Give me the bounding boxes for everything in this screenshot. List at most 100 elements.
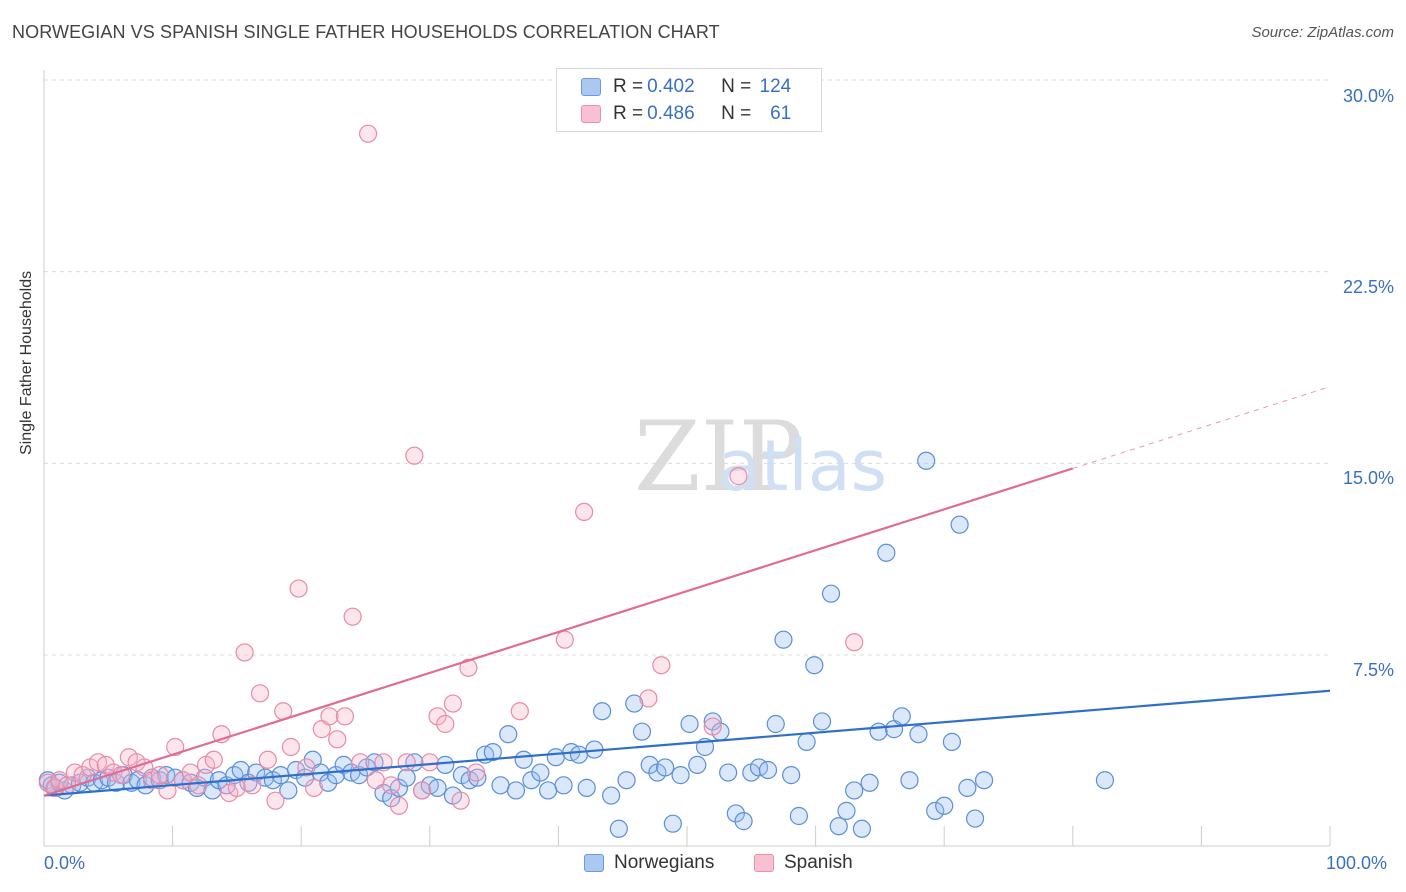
spanish-point bbox=[466, 763, 486, 782]
spanish-point bbox=[459, 658, 478, 677]
spanish-point bbox=[382, 776, 401, 795]
spanish-point bbox=[845, 633, 864, 652]
spanish-swatch bbox=[581, 105, 601, 123]
norwegians-point bbox=[805, 656, 824, 675]
r-value: 0.486 bbox=[647, 103, 695, 124]
axes bbox=[43, 70, 1331, 847]
spanish-point bbox=[652, 656, 671, 675]
spanish-point bbox=[112, 766, 131, 785]
norwegians-point bbox=[680, 714, 699, 734]
spanish-point bbox=[389, 796, 409, 815]
spanish-point bbox=[397, 753, 416, 772]
norwegians-point bbox=[514, 750, 533, 769]
norwegians-point bbox=[877, 543, 896, 562]
x-tick-label: 0.0% bbox=[44, 853, 86, 873]
norwegians-point bbox=[397, 768, 416, 787]
spanish-point bbox=[555, 630, 574, 649]
n-value: 61 bbox=[770, 103, 792, 124]
spanish-point bbox=[150, 766, 169, 785]
legend-item-norwegians[interactable]: Norwegians bbox=[584, 852, 714, 874]
norwegians-point bbox=[593, 702, 612, 721]
legend-row-norwegians: R = 0.402 N = 124 bbox=[581, 74, 791, 100]
norwegians-point bbox=[671, 766, 690, 785]
norwegians-point bbox=[869, 722, 888, 741]
spanish-point bbox=[166, 737, 185, 757]
spanish-trend-line bbox=[43, 467, 1074, 797]
spanish-point bbox=[335, 707, 355, 726]
norwegians-point bbox=[821, 584, 841, 603]
norwegians-point bbox=[789, 806, 808, 826]
spanish-point bbox=[281, 737, 301, 757]
legend-item-spanish[interactable]: Spanish bbox=[754, 852, 853, 874]
norwegians-point bbox=[812, 712, 832, 731]
norwegians-point bbox=[491, 776, 510, 795]
r-label: R = bbox=[613, 103, 644, 124]
y-tick-label: 7.5% bbox=[1352, 660, 1394, 680]
norwegians-point bbox=[958, 778, 977, 797]
legend-label: Norwegians bbox=[614, 852, 715, 873]
data-points bbox=[38, 124, 1115, 838]
spanish-point bbox=[729, 467, 748, 486]
norwegians-point bbox=[279, 781, 298, 800]
y-tick-label: 22.5% bbox=[1342, 277, 1394, 297]
norwegians-trend-line bbox=[43, 689, 1331, 797]
chart-source: Source: ZipAtlas.com bbox=[1251, 24, 1394, 41]
chart-title: NORWEGIAN VS SPANISH SINGLE FATHER HOUSE… bbox=[12, 22, 720, 42]
norwegians-point bbox=[837, 801, 856, 820]
norwegians-point bbox=[782, 766, 801, 785]
norwegians-point bbox=[797, 732, 816, 751]
norwegians-point bbox=[319, 773, 338, 792]
norwegians-point bbox=[577, 778, 596, 797]
norwegians-point bbox=[531, 763, 550, 782]
norwegians-point bbox=[506, 781, 526, 800]
norwegians-point bbox=[892, 707, 911, 726]
norwegians-point bbox=[632, 722, 652, 741]
norwegians-point bbox=[428, 778, 447, 797]
x-tick-label: 100.0% bbox=[1326, 853, 1388, 873]
spanish-point bbox=[703, 717, 722, 736]
spanish-point bbox=[420, 753, 439, 772]
watermark-atlas: atlas bbox=[718, 425, 887, 507]
spanish-point bbox=[297, 758, 316, 777]
norwegians-point bbox=[602, 786, 621, 805]
norwegians-point bbox=[900, 771, 919, 790]
norwegians-point bbox=[483, 743, 502, 762]
spanish-point bbox=[304, 778, 324, 797]
spanish-point bbox=[358, 124, 378, 143]
norwegians-point bbox=[935, 796, 954, 815]
norwegians-swatch bbox=[584, 854, 604, 872]
norwegians-point bbox=[703, 712, 722, 731]
norwegians-point bbox=[617, 771, 636, 790]
spanish-point bbox=[443, 694, 463, 713]
norwegians-point bbox=[942, 732, 962, 751]
spanish-point bbox=[639, 689, 658, 708]
y-tick-label: 30.0% bbox=[1342, 86, 1394, 106]
norwegians-point bbox=[569, 745, 589, 764]
legend-row-spanish: R = 0.486 N = 61 bbox=[581, 101, 791, 127]
n-value: 124 bbox=[759, 76, 792, 97]
spanish-point bbox=[96, 755, 115, 774]
norwegians-point bbox=[917, 451, 936, 470]
n-label: N = bbox=[721, 76, 752, 97]
spanish-point bbox=[266, 791, 285, 810]
norwegians-point bbox=[625, 694, 644, 713]
spanish-point bbox=[575, 502, 594, 521]
norwegians-point bbox=[382, 789, 401, 808]
norwegians-swatch bbox=[581, 78, 601, 96]
norwegians-point bbox=[926, 801, 945, 820]
norwegians-point bbox=[852, 819, 871, 838]
norwegians-point bbox=[829, 817, 848, 836]
norwegians-point bbox=[909, 725, 928, 744]
spanish-point bbox=[451, 791, 470, 810]
spanish-point bbox=[227, 778, 246, 797]
spanish-point bbox=[250, 684, 270, 703]
norwegians-point bbox=[436, 755, 455, 774]
norwegians-point bbox=[609, 819, 628, 838]
watermark: ZIP atlas bbox=[634, 401, 887, 513]
norwegians-point bbox=[734, 812, 753, 831]
norwegians-point bbox=[656, 758, 675, 777]
watermark-zip: ZIP bbox=[634, 401, 803, 513]
spanish-point bbox=[258, 750, 277, 769]
r-value: 0.402 bbox=[647, 76, 695, 97]
